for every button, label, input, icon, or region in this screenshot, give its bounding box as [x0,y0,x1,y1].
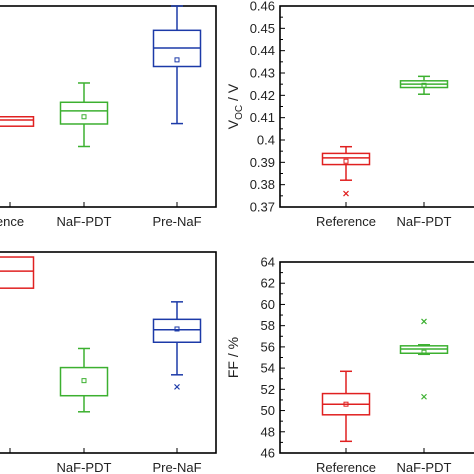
outlier-marker [343,190,349,197]
box [0,116,35,127]
y-tick-label: 52 [261,382,275,397]
x-tick-label: NaF-PDT [57,460,112,474]
plot-frame [279,5,474,208]
box [59,366,109,397]
box [321,152,371,166]
y-tick-label: 0.42 [250,88,275,103]
y-tick-label: 62 [261,276,275,291]
mean-marker [81,114,87,120]
panel-bottom-right: 46 48 50 52 54 56 58 60 62 64 FF / % Reference NaF-P… [225,255,474,474]
x-tick-label: Pre-NaF [152,460,201,474]
x-tick-label: NaF-PDT [397,214,452,229]
y-tick-label: 0.43 [250,66,275,81]
mean-marker [174,57,180,63]
box [0,256,35,289]
y-tick-label: 58 [261,318,275,333]
outlier-marker [421,318,427,325]
y-tick-label: 0.38 [250,177,275,192]
y-tick-label: 0.45 [250,21,275,36]
mean-marker [421,82,427,88]
panel-bottom-left: NaF-PDT Pre-NaF [0,251,217,474]
outlier-marker [174,383,180,390]
mean-marker [343,401,349,407]
x-tick-label: Pre-NaF [152,214,201,229]
x-tick-label: ence [0,214,24,229]
y-tick-label: 0.4 [257,133,275,148]
mean-marker [174,326,180,332]
y-tick-label: 50 [261,403,275,418]
x-tick-label: NaF-PDT [57,214,112,229]
y-tick-label: 46 [261,446,275,461]
y-axis-title: VOC / V [225,83,245,129]
outlier-marker [421,393,427,400]
y-tick-label: 0.46 [250,0,275,14]
x-tick-label: NaF-PDT [397,460,452,474]
x-tick-label: Reference [316,214,376,229]
y-tick-label: 48 [261,424,275,439]
y-tick-label: 0.39 [250,155,275,170]
y-tick-label: 56 [261,339,275,354]
box [59,101,109,125]
mean-marker [421,349,427,355]
y-axis-title: FF / % [225,337,241,378]
mean-marker [81,378,87,384]
panel-top-left: ence NaF-PDT Pre-NaF [0,5,217,229]
box [152,318,202,343]
panel-top-right: 0.37 0.38 0.39 0.4 0.41 0.42 0.43 0.44 0.45 0.46 V… [225,0,474,229]
y-tick-label: 0.37 [250,200,275,215]
y-tick-label: 0.41 [250,110,275,125]
plot-frame [0,251,217,454]
y-tick-label: 0.44 [250,43,275,58]
y-tick-label: 54 [261,361,275,376]
x-tick-label: Reference [316,460,376,474]
plot-frame [279,261,474,454]
plot-frame [0,5,217,208]
mean-marker [343,158,349,164]
y-tick-label: 60 [261,297,275,312]
y-tick-label: 64 [261,255,275,270]
